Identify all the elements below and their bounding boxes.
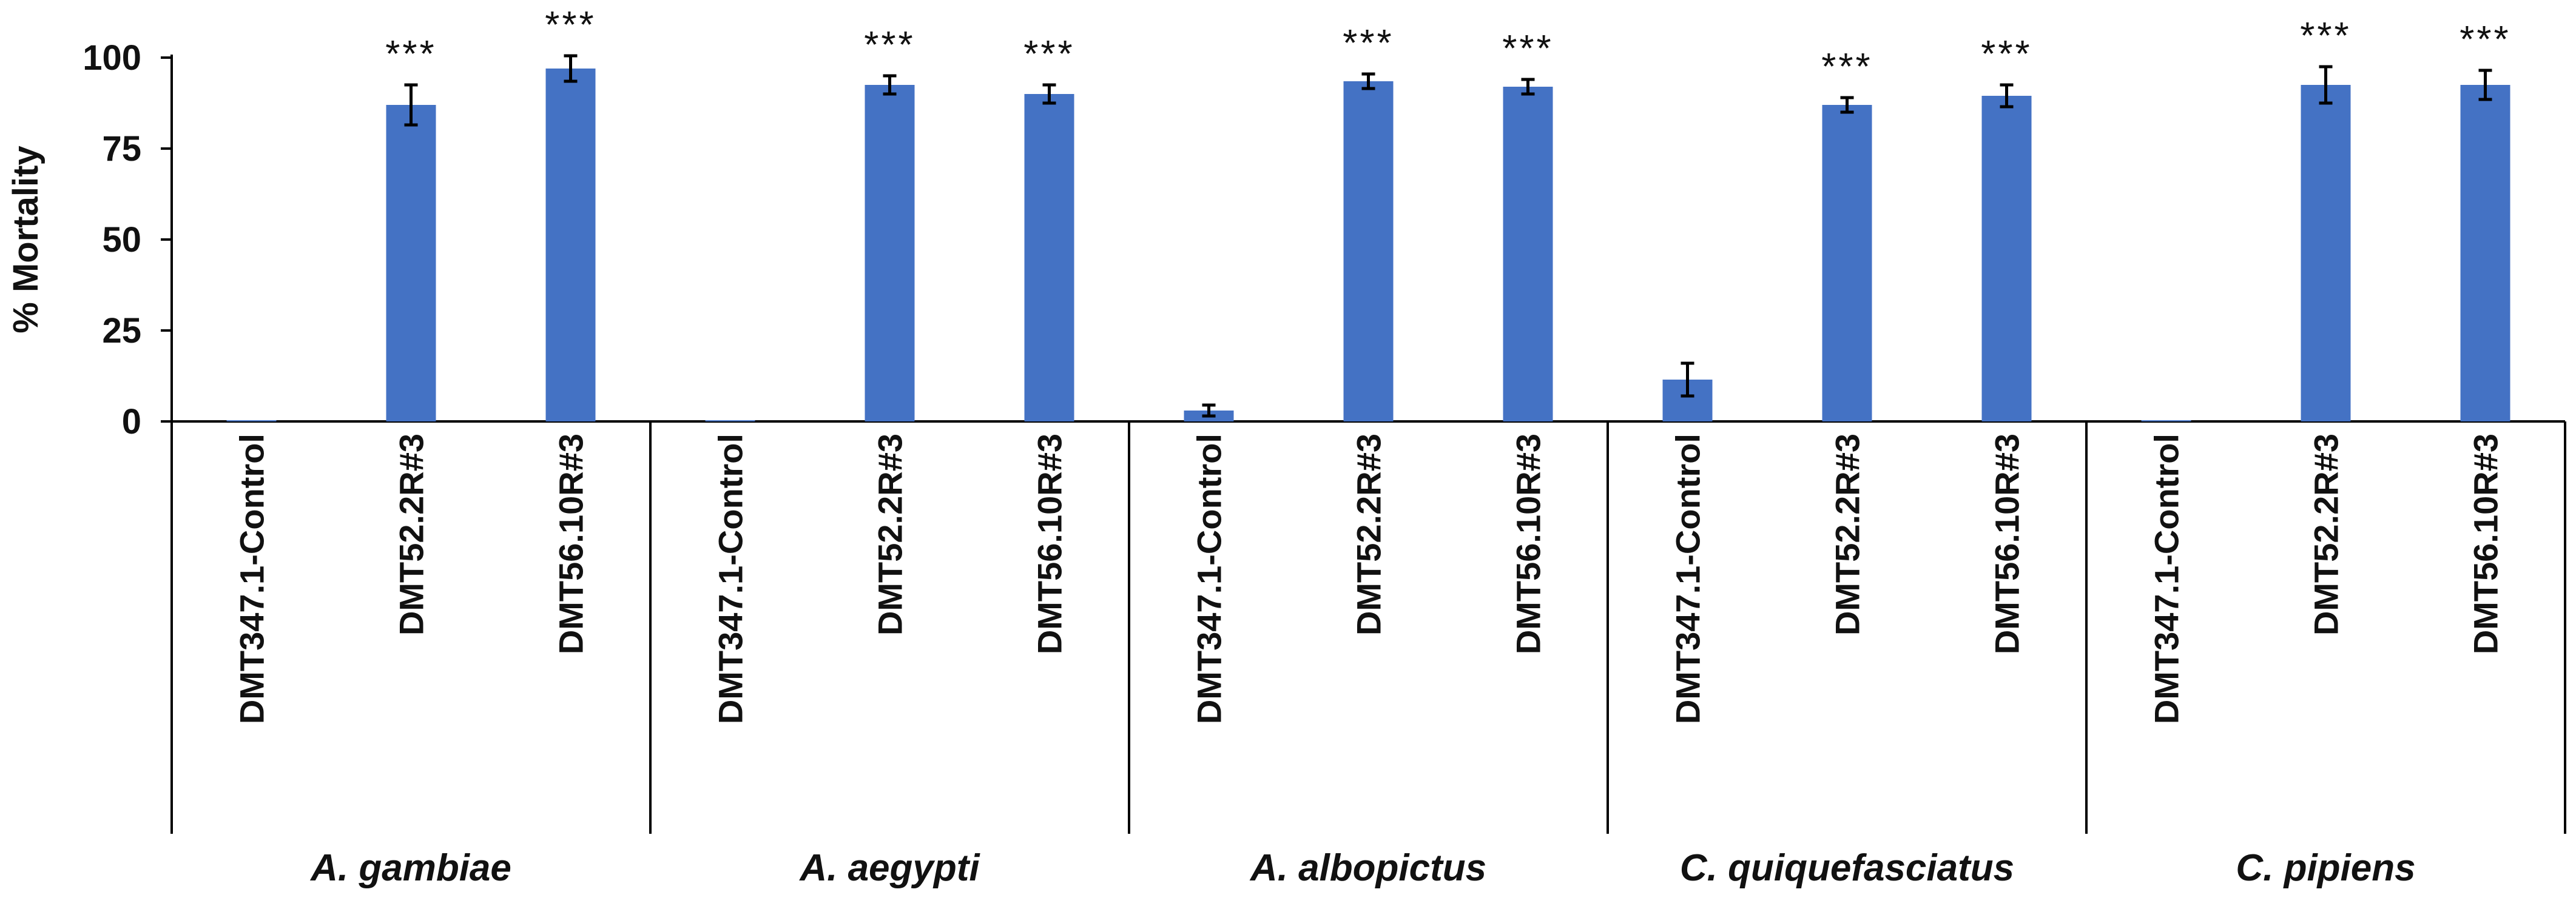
y-tick-label: 100 — [83, 38, 141, 78]
category-label: DMT347.1-Control — [1669, 434, 1707, 724]
y-tick-label: 0 — [122, 402, 141, 441]
group-label: A. aegypti — [798, 847, 980, 889]
labels: 0 25 50 75 100 DMT347.1-Control *** DMT52.2R#3 *… — [83, 4, 2510, 889]
bar — [226, 420, 277, 421]
category-label: DMT52.2R#3 — [393, 434, 431, 635]
category-label: DMT56.10R#3 — [2467, 434, 2505, 654]
significance-label: *** — [385, 33, 436, 75]
y-tick-label: 75 — [102, 129, 141, 169]
y-tick-label: 25 — [102, 311, 141, 350]
bars — [226, 54, 2510, 421]
bar — [1822, 105, 1872, 421]
category-label: DMT52.2R#3 — [2307, 434, 2345, 635]
bar — [865, 85, 915, 421]
significance-label: *** — [1023, 33, 1074, 75]
significance-label: *** — [1343, 22, 1394, 64]
significance-label: *** — [2300, 15, 2351, 57]
category-label: DMT347.1-Control — [1190, 434, 1229, 724]
category-label: DMT56.10R#3 — [552, 434, 590, 654]
y-axis-label: % Mortality — [6, 146, 46, 333]
bar — [545, 69, 596, 421]
bar — [705, 420, 755, 421]
significance-label: *** — [2460, 19, 2510, 61]
y-tick-label: 50 — [102, 220, 141, 260]
significance-label: *** — [1502, 28, 1553, 70]
bar — [2301, 85, 2351, 421]
group-label: C. pipiens — [2236, 847, 2415, 889]
group-label: A. gambiae — [309, 847, 511, 889]
bar — [1343, 81, 1394, 421]
category-label: DMT56.10R#3 — [1988, 434, 2026, 654]
bar — [2460, 85, 2510, 421]
significance-label: *** — [545, 4, 596, 46]
bar — [1503, 87, 1553, 421]
category-label: DMT347.1-Control — [712, 434, 750, 724]
bar — [1981, 96, 2032, 421]
group-label: A. albopictus — [1249, 847, 1486, 889]
category-label: DMT52.2R#3 — [1350, 434, 1388, 635]
category-label: DMT52.2R#3 — [871, 434, 909, 635]
category-label: DMT52.2R#3 — [1829, 434, 1867, 635]
significance-label: *** — [1821, 46, 1872, 88]
category-label: DMT347.1-Control — [233, 434, 271, 724]
category-label: DMT56.10R#3 — [1031, 434, 1069, 654]
bar — [2141, 420, 2191, 421]
significance-label: *** — [864, 24, 915, 66]
significance-label: *** — [1981, 33, 2032, 75]
bar — [386, 105, 436, 421]
group-label: C. quiquefasciatus — [1680, 847, 2014, 889]
bar — [1024, 94, 1074, 421]
category-label: DMT56.10R#3 — [1509, 434, 1548, 654]
category-label: DMT347.1-Control — [2148, 434, 2186, 724]
